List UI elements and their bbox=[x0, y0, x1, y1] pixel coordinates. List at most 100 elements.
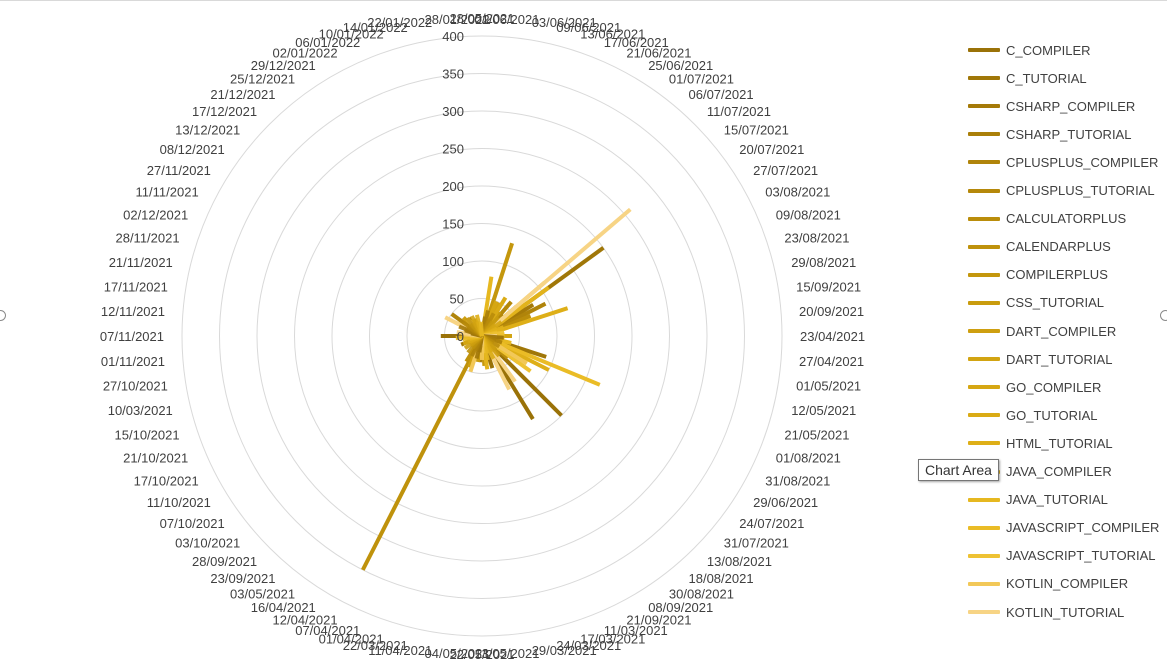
legend-item[interactable]: JAVASCRIPT_TUTORIAL bbox=[968, 546, 1156, 566]
legend-label: DART_COMPILER bbox=[1006, 323, 1117, 339]
legend-swatch bbox=[968, 48, 1000, 52]
legend-swatch bbox=[968, 581, 1000, 586]
legend-item[interactable]: CALENDARPLUS bbox=[968, 237, 1111, 257]
category-label: 11/03/2021 bbox=[604, 623, 668, 638]
legend-item[interactable]: CPLUSPLUS_COMPILER bbox=[968, 152, 1158, 172]
category-label: 28/11/2021 bbox=[115, 231, 179, 246]
legend-item[interactable]: GO_TUTORIAL bbox=[968, 405, 1098, 425]
legend-label: JAVASCRIPT_COMPILER bbox=[1006, 520, 1160, 536]
category-label: 01/04/2021 bbox=[319, 631, 384, 646]
tick-label: 300 bbox=[442, 104, 464, 119]
legend-label: CPLUSPLUS_TUTORIAL bbox=[1006, 183, 1155, 198]
category-label: 09/06/2021 bbox=[556, 20, 621, 35]
resize-handle-right[interactable] bbox=[1160, 310, 1167, 321]
legend-item[interactable]: CSHARP_COMPILER bbox=[968, 96, 1135, 116]
grid-ring-250 bbox=[294, 148, 670, 524]
category-label: 11/11/2021 bbox=[136, 185, 199, 200]
top-border bbox=[0, 0, 1167, 1]
legend-swatch bbox=[968, 76, 1000, 81]
legend-label: CSHARP_TUTORIAL bbox=[1006, 126, 1132, 142]
legend-swatch bbox=[968, 525, 1000, 530]
legend-item[interactable]: C_TUTORIAL bbox=[968, 68, 1087, 88]
series-point bbox=[480, 207, 632, 338]
value-axis: 0 50 100 150 200 250 300 350 400 bbox=[442, 29, 464, 344]
category-label: 17/03/2021 bbox=[580, 631, 645, 646]
tick-label: 250 bbox=[442, 142, 464, 157]
legend-swatch bbox=[968, 553, 1000, 558]
category-label: 24/07/2021 bbox=[739, 516, 804, 531]
legend-item[interactable]: CSHARP_TUTORIAL bbox=[968, 124, 1131, 144]
tick-label: 100 bbox=[442, 254, 464, 269]
category-label: 23/04/2021 bbox=[800, 329, 865, 344]
legend-item[interactable]: CALCULATORPLUS bbox=[968, 209, 1126, 229]
category-label: 14/01/2022 bbox=[343, 20, 408, 35]
legend-label: HTML_TUTORIAL bbox=[1006, 435, 1113, 451]
grid-ring-200 bbox=[331, 185, 633, 487]
category-label: 08/12/2021 bbox=[160, 142, 225, 157]
category-label: 22/01/2022 bbox=[367, 15, 432, 30]
category-label: 27/11/2021 bbox=[147, 163, 211, 178]
category-label: 15/07/2021 bbox=[724, 123, 789, 138]
category-label: 16/04/2021 bbox=[251, 600, 316, 615]
category-label: 10/03/2021 bbox=[108, 403, 173, 418]
legend-item[interactable]: CPLUSPLUS_TUTORIAL bbox=[968, 181, 1155, 201]
grid-ring-350 bbox=[219, 73, 745, 599]
tick-label: 400 bbox=[442, 29, 464, 44]
category-label: 07/10/2021 bbox=[160, 516, 225, 531]
legend-swatch bbox=[968, 441, 1000, 446]
category-label: 12/05/2021 bbox=[791, 403, 856, 418]
legend-label: JAVASCRIPT_TUTORIAL bbox=[1006, 548, 1156, 564]
category-label: 29/08/2021 bbox=[791, 255, 856, 270]
legend-item[interactable]: DART_TUTORIAL bbox=[968, 349, 1112, 369]
category-label: 29/03/2021 bbox=[532, 643, 597, 658]
category-label: 25/12/2021 bbox=[230, 72, 295, 87]
legend-label: GO_TUTORIAL bbox=[1006, 407, 1098, 423]
category-label: 03/06/2021 bbox=[532, 15, 597, 30]
category-label: 13/08/2021 bbox=[707, 554, 772, 569]
legend-item[interactable]: HTML_TUTORIAL bbox=[968, 433, 1113, 453]
legend-swatch bbox=[968, 216, 1000, 221]
legend-swatch bbox=[968, 160, 1000, 165]
grid bbox=[181, 35, 783, 637]
series-point bbox=[478, 321, 484, 337]
legend-item[interactable]: KOTLIN_TUTORIAL bbox=[968, 602, 1124, 622]
category-label: 31/07/2021 bbox=[724, 536, 789, 551]
category-label: 03/05/2021 bbox=[230, 586, 295, 601]
legend-swatch bbox=[968, 357, 1000, 362]
category-label: 01/06/2021 bbox=[474, 12, 539, 27]
legend-item[interactable]: JAVASCRIPT_COMPILER bbox=[968, 518, 1159, 538]
legend-item[interactable]: COMPILERPLUS bbox=[968, 265, 1108, 285]
category-label: 10/01/2022 bbox=[319, 27, 384, 42]
category-label: 13/05/2021 bbox=[474, 646, 539, 661]
legend-label: CALENDARPLUS bbox=[1006, 239, 1111, 255]
legend-label: C_TUTORIAL bbox=[1006, 70, 1087, 86]
legend-label: GO_COMPILER bbox=[1006, 379, 1102, 395]
category-label: 29/06/2021 bbox=[753, 495, 818, 510]
legend-swatch bbox=[968, 300, 1000, 305]
category-label: 20/09/2021 bbox=[799, 304, 864, 319]
category-label: 15/09/2021 bbox=[796, 279, 861, 294]
category-label: 22/05/2021 bbox=[449, 647, 514, 662]
legend-swatch bbox=[968, 413, 1000, 418]
legend-item[interactable]: DART_COMPILER bbox=[968, 321, 1116, 341]
legend-swatch bbox=[968, 244, 1000, 249]
category-label: 25/06/2021 bbox=[648, 58, 713, 73]
category-label: 02/01/2022 bbox=[273, 46, 338, 61]
category-label: 04/05/2021 bbox=[425, 646, 490, 661]
series-point bbox=[481, 334, 601, 387]
category-label: 21/10/2021 bbox=[123, 451, 188, 466]
category-label: 13/12/2021 bbox=[175, 123, 240, 138]
legend-item[interactable]: KOTLIN_COMPILER bbox=[968, 574, 1128, 594]
category-label: 01/05/2021 bbox=[796, 379, 861, 394]
grid-ring-100 bbox=[406, 260, 558, 412]
legend-item[interactable]: CSS_TUTORIAL bbox=[968, 293, 1104, 313]
category-label: 03/08/2021 bbox=[765, 185, 830, 200]
legend-item[interactable]: C_COMPILER bbox=[968, 40, 1091, 60]
category-label: 12/11/2021 bbox=[101, 304, 165, 319]
legend-label: COMPILERPLUS bbox=[1006, 267, 1108, 283]
legend-item[interactable]: GO_COMPILER bbox=[968, 377, 1101, 397]
category-label: 07/11/2021 bbox=[100, 329, 164, 344]
legend-item[interactable]: JAVA_TUTORIAL bbox=[968, 490, 1108, 510]
